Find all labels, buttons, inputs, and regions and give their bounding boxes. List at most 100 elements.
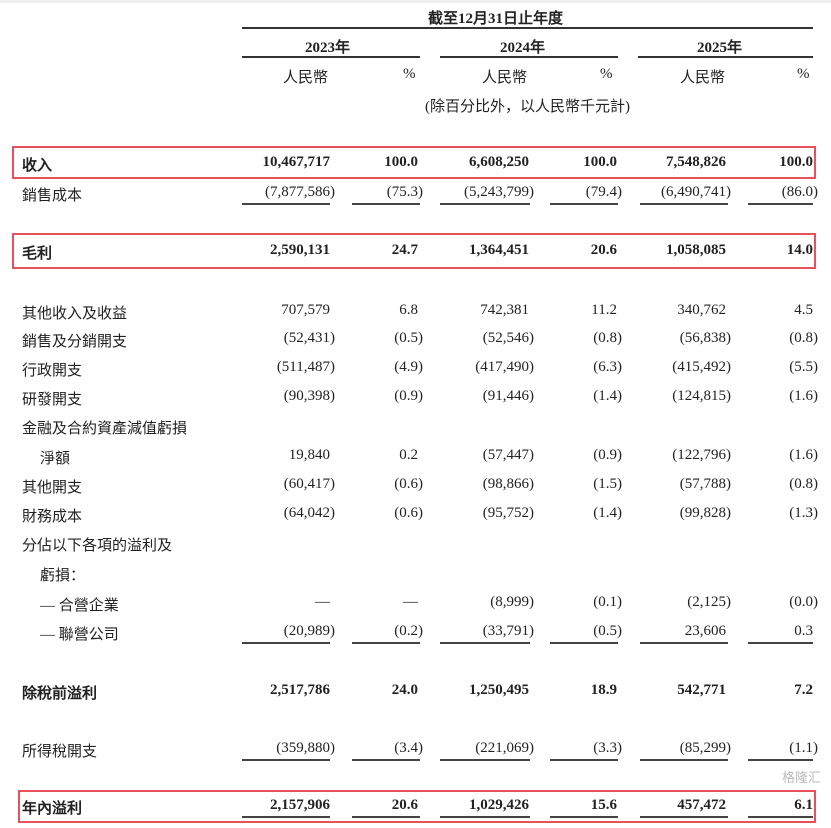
year-2024: 2024年 [500, 40, 546, 56]
row-value: (95,752) [482, 505, 534, 521]
row-value: (221,069) [475, 740, 534, 756]
row-value: 542,771 [677, 682, 726, 698]
row-value: 100.0 [583, 154, 617, 170]
row-value: (79.4) [585, 184, 622, 200]
row-value: (5.5) [789, 359, 818, 375]
row-label: 金融及合約資產減值虧損 [22, 421, 188, 437]
row-value: 457,472 [677, 797, 726, 813]
row-value: (52,546) [482, 330, 534, 346]
row-value: 707,579 [281, 302, 330, 318]
year-2023-underline [242, 56, 420, 58]
row-value: (0.5) [593, 623, 622, 639]
row-value: (122,796) [672, 447, 731, 463]
row-value: (0.8) [593, 330, 622, 346]
row-value: (85,299) [679, 740, 731, 756]
row-value: (20,989) [283, 623, 335, 639]
row-value: (1.6) [789, 388, 818, 404]
row-value: (33,791) [482, 623, 534, 639]
row-value: 11.2 [591, 302, 617, 318]
row-value: 14.0 [786, 242, 813, 258]
row-value: 100.0 [384, 154, 418, 170]
row-value: 340,762 [677, 302, 726, 318]
row-value: 2,157,906 [270, 797, 330, 813]
row-value: (3.4) [394, 740, 423, 756]
subtotal-underline [550, 759, 618, 761]
highlight-box [12, 146, 816, 179]
row-value: (0.6) [394, 505, 423, 521]
row-value: 100.0 [779, 154, 813, 170]
table-row: 銷售及分銷開支 (52,431) (0.5) (52,546) (0.8) (56,838… [0, 327, 831, 351]
subtotal-underline [352, 816, 420, 818]
row-value: (0.9) [394, 388, 423, 404]
percent-2025: % [797, 66, 810, 82]
row-value: (0.5) [394, 330, 423, 346]
row-label: 分佔以下各項的溢利及 [22, 538, 173, 554]
subtotal-underline [748, 759, 813, 761]
row-value: (8,999) [490, 594, 534, 610]
currency-2023: 人民幣 [283, 70, 329, 86]
row-value: 6.1 [794, 797, 813, 813]
row-value: 24.0 [391, 682, 418, 698]
row-label: 所得稅開支 [22, 744, 98, 760]
row-value: (1.1) [789, 740, 818, 756]
period-header: 截至12月31日止年度 [428, 11, 564, 27]
row-value: 20.6 [391, 797, 418, 813]
row-label: 虧損： [40, 568, 86, 584]
subtotal-underline [640, 642, 728, 644]
row-value: 10,467,717 [262, 154, 331, 170]
row-value: 6.8 [399, 302, 418, 318]
subtotal-underline [440, 203, 530, 205]
row-label: 收入 [22, 158, 53, 174]
row-value: (86.0) [781, 184, 818, 200]
currency-2025: 人民幣 [680, 70, 726, 86]
row-value: (52,431) [283, 330, 335, 346]
top-shadow [0, 0, 831, 3]
row-value: (75.3) [386, 184, 423, 200]
row-value: (1.6) [789, 447, 818, 463]
row-value: (0.2) [394, 623, 423, 639]
subtotal-underline [550, 816, 618, 818]
row-value: (124,815) [672, 388, 731, 404]
row-label: — 聯營公司 [40, 627, 119, 643]
row-value: (1.4) [593, 388, 622, 404]
row-value: (60,417) [283, 476, 335, 492]
subtotal-underline [748, 642, 813, 644]
row-value: (1.4) [593, 505, 622, 521]
subtotal-underline [748, 816, 813, 818]
row-value: 7,548,826 [666, 154, 726, 170]
row-value: 6,608,250 [469, 154, 529, 170]
row-label: 行政開支 [22, 363, 83, 379]
row-value: 23,606 [684, 623, 726, 639]
row-value: (7,877,586) [265, 184, 335, 200]
table-row: 除稅前溢利 2,517,786 24.0 1,250,495 18.9 542,771 7.… [0, 679, 831, 703]
table-row: 其他收入及收益 707,579 6.8 742,381 11.2 340,762 4.5 [0, 299, 831, 323]
row-value: 18.9 [590, 682, 617, 698]
row-value: 0.2 [399, 447, 418, 463]
row-value: 1,058,085 [666, 242, 726, 258]
subtotal-underline [352, 759, 420, 761]
table-row: 研發開支 (90,398) (0.9) (91,446) (1.4) (124,815) (… [0, 385, 831, 409]
year-2023: 2023年 [305, 40, 351, 56]
row-value: (1.3) [789, 505, 818, 521]
row-value: (99,828) [679, 505, 731, 521]
subtotal-underline [242, 203, 330, 205]
table-row: 分佔以下各項的溢利及 [0, 531, 831, 555]
row-value: 1,364,451 [469, 242, 529, 258]
table-row: 金融及合約資產減值虧損 [0, 414, 831, 438]
row-value: (0.6) [394, 476, 423, 492]
row-label: 其他收入及收益 [22, 306, 128, 322]
row-value: (4.9) [394, 359, 423, 375]
subtotal-underline [440, 642, 530, 644]
row-label: — 合營企業 [40, 598, 119, 614]
row-value: (0.0) [789, 594, 818, 610]
subtotal-underline [440, 816, 530, 818]
row-value: 15.6 [590, 797, 617, 813]
subtotal-underline [640, 203, 728, 205]
row-value: 20.6 [590, 242, 617, 258]
percent-2024: % [600, 66, 613, 82]
subtotal-underline [550, 203, 618, 205]
subtotal-underline [550, 642, 618, 644]
row-value: (98,866) [482, 476, 534, 492]
subtotal-underline [352, 642, 420, 644]
